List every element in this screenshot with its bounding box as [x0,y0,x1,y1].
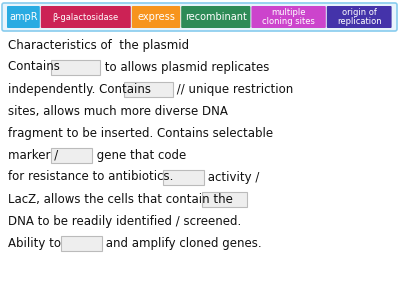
Text: to allows plasmid replicates: to allows plasmid replicates [101,61,269,74]
Text: Characteristics of  the plasmid: Characteristics of the plasmid [8,38,189,52]
FancyBboxPatch shape [181,6,250,28]
Text: recombinant: recombinant [185,12,247,22]
FancyBboxPatch shape [7,6,40,28]
Text: fragment to be inserted. Contains selectable: fragment to be inserted. Contains select… [8,127,273,140]
FancyBboxPatch shape [163,169,204,184]
Text: ampR: ampR [9,12,38,22]
Text: independently. Contains: independently. Contains [8,82,155,95]
Text: DNA to be readily identified / screened.: DNA to be readily identified / screened. [8,214,241,227]
Text: gene that code: gene that code [93,148,186,161]
Text: Contains: Contains [8,61,64,74]
Text: // unique restriction: // unique restriction [173,82,294,95]
Text: origin of
replication: origin of replication [337,8,382,26]
FancyBboxPatch shape [252,6,326,28]
Text: sites, allows much more diverse DNA: sites, allows much more diverse DNA [8,104,228,118]
FancyBboxPatch shape [51,59,100,74]
Text: marker /: marker / [8,148,62,161]
Text: multiple
cloning sites: multiple cloning sites [262,8,315,26]
FancyBboxPatch shape [327,6,392,28]
Text: express: express [137,12,175,22]
FancyBboxPatch shape [51,148,92,163]
Text: for resistance to antibiotics.: for resistance to antibiotics. [8,170,181,184]
Text: β-galactosidase: β-galactosidase [53,13,119,22]
FancyBboxPatch shape [202,191,246,206]
Text: activity /: activity / [204,170,260,184]
FancyBboxPatch shape [124,82,173,97]
Text: and amplify cloned genes.: and amplify cloned genes. [102,236,262,250]
FancyBboxPatch shape [2,3,397,31]
Text: Ability to: Ability to [8,236,65,250]
FancyBboxPatch shape [61,236,102,250]
FancyBboxPatch shape [132,6,180,28]
FancyBboxPatch shape [41,6,131,28]
Text: LacZ, allows the cells that contain the: LacZ, allows the cells that contain the [8,193,237,206]
